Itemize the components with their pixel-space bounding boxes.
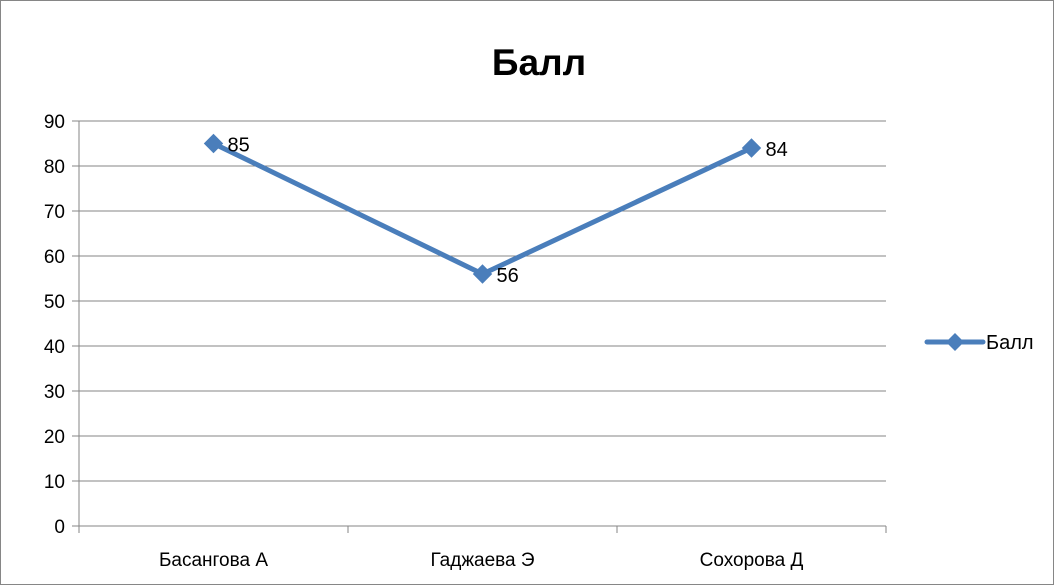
- data-label: 85: [228, 135, 250, 157]
- y-tick-label: 10: [44, 472, 65, 493]
- x-tick-label: Сохорова Д: [700, 550, 804, 571]
- data-point-marker: [203, 133, 224, 154]
- y-tick-label: 0: [54, 517, 65, 538]
- data-label: 56: [497, 265, 519, 287]
- y-tick-label: 30: [44, 382, 65, 403]
- data-point-marker: [741, 138, 762, 158]
- y-tick-label: 20: [44, 427, 65, 448]
- plot-area: 0 10 20 30 40 50 60 70 80 90 Басангова А Гаджаева Э…: [44, 112, 887, 571]
- y-tick-label: 80: [44, 157, 65, 178]
- y-tick-label: 50: [44, 292, 65, 313]
- series-line: [211, 141, 754, 277]
- legend-marker: [946, 333, 964, 351]
- x-tick-label: Гаджаева Э: [430, 550, 534, 571]
- x-tick-label: Басангова А: [159, 550, 268, 571]
- y-tick-label: 60: [44, 247, 65, 268]
- y-tick-label: 40: [44, 337, 65, 358]
- data-label: 84: [766, 139, 788, 161]
- legend-label: Балл: [986, 332, 1034, 354]
- y-tick-label: 70: [44, 202, 65, 223]
- data-point-marker: [472, 264, 493, 284]
- chart-title: Балл: [492, 42, 586, 83]
- y-tick-label: 90: [44, 112, 65, 133]
- legend: Балл: [924, 332, 1034, 354]
